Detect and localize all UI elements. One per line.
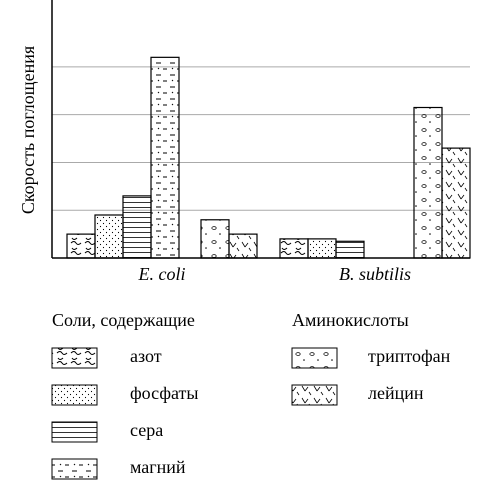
bar [122,195,152,259]
bar [94,214,124,259]
legend-label: лейцин [368,383,424,403]
legend-group-title: Аминокислоты [292,310,409,330]
legend-label: азот [130,346,162,366]
legend-label: фосфаты [130,383,198,403]
y-axis-label: Скорость поглощения [18,46,38,214]
bar [228,233,258,259]
bar [413,106,443,259]
legend-label: сера [130,420,163,440]
legend-swatch [51,347,98,369]
x-tick-label: B. subtilis [339,264,411,284]
bar [441,147,471,259]
legend-swatch [51,384,98,406]
bar [307,238,337,259]
bar [279,238,309,259]
legend-swatch [51,458,98,480]
legend-swatch [51,421,98,443]
bar [335,240,365,259]
bar [66,233,96,259]
bar [150,56,180,259]
legend-swatch [291,384,338,406]
legend-swatch [291,347,338,369]
legend-group-title: Соли, содержащие [52,310,195,330]
x-tick-label: E. coli [138,264,186,284]
legend-label: магний [130,457,186,477]
legend-label: триптофан [368,346,451,366]
bar [200,219,230,259]
